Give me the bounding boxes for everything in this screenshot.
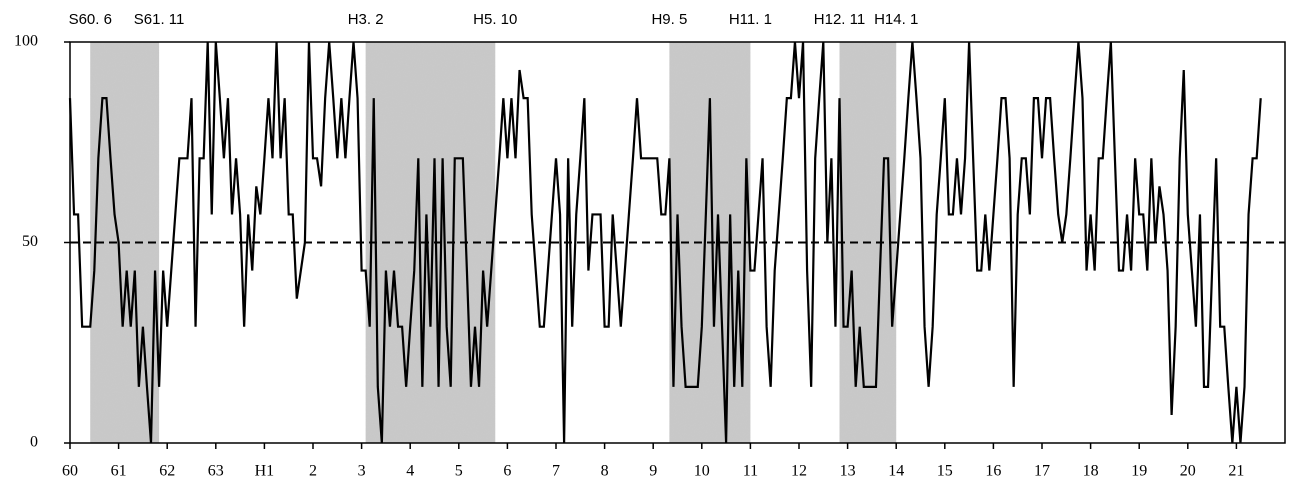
- x-tick-label: 14: [888, 463, 904, 480]
- y-tick-label: 0: [30, 434, 38, 451]
- x-tick-label: 18: [1083, 463, 1099, 480]
- x-tick-label: 2: [309, 463, 317, 480]
- x-tick-label: 62: [159, 463, 175, 480]
- period-end-label: S61. 11: [134, 11, 185, 28]
- period-end-label: H14. 1: [874, 11, 918, 28]
- period-start-label: H3. 2: [348, 11, 384, 28]
- x-tick-label: 16: [985, 463, 1001, 480]
- x-tick-label: 4: [406, 463, 414, 480]
- x-tick-label: 6: [503, 463, 511, 480]
- x-tick-label: 63: [208, 463, 224, 480]
- x-tick-label: 12: [791, 463, 807, 480]
- x-tick-label: 10: [694, 463, 710, 480]
- y-tick-label: 100: [14, 33, 38, 50]
- period-start-label: H9. 5: [651, 11, 687, 28]
- period-start-label: S60. 6: [69, 11, 112, 28]
- y-tick-label: 50: [22, 233, 38, 250]
- x-tick-label: 21: [1228, 463, 1244, 480]
- data-line: [68, 41, 1262, 444]
- period-end-label: H5. 10: [473, 11, 517, 28]
- x-tick-label: 15: [937, 463, 953, 480]
- period-end-label: H11. 1: [729, 11, 772, 28]
- x-tick-label: H1: [255, 463, 275, 480]
- x-tick-label: 61: [111, 463, 127, 480]
- x-tick-label: 5: [455, 463, 463, 480]
- x-tick-label: 60: [62, 463, 78, 480]
- x-tick-label: 13: [840, 463, 856, 480]
- x-tick-label: 11: [743, 463, 758, 480]
- x-tick-label: 19: [1131, 463, 1147, 480]
- period-start-label: H12. 11: [814, 11, 865, 28]
- x-tick-label: 20: [1180, 463, 1196, 480]
- x-tick-label: 17: [1034, 463, 1050, 480]
- x-tick-label: 3: [358, 463, 366, 480]
- plot-frame: [69, 41, 1286, 444]
- x-tick-label: 9: [649, 463, 657, 480]
- x-tick-label: 7: [552, 463, 560, 480]
- x-tick-label: 8: [601, 463, 609, 480]
